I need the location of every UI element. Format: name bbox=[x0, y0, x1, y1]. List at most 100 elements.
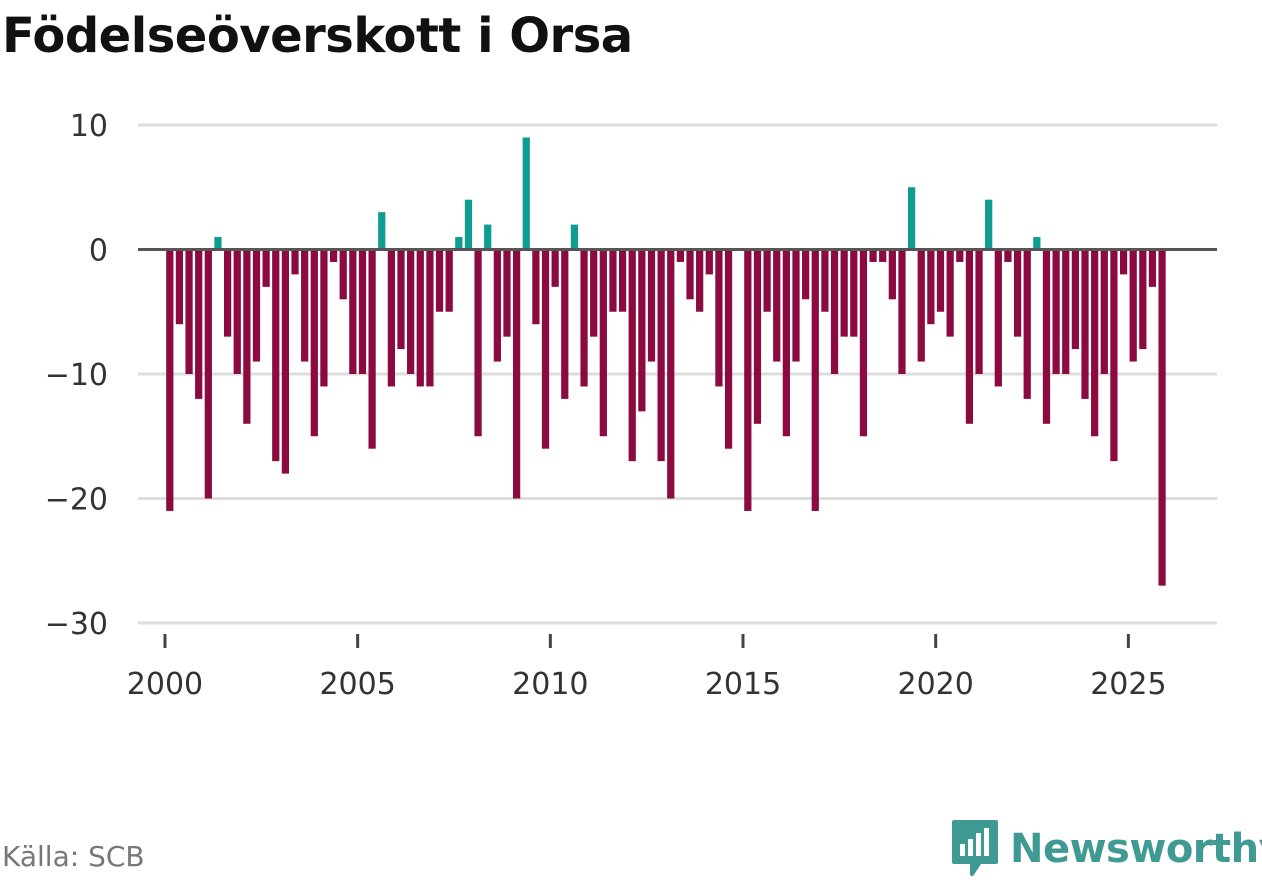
bar bbox=[185, 249, 193, 374]
x-tick-label: 2000 bbox=[127, 667, 203, 702]
bar-chart: 10 0 −10 −20 −30 2000 2005 2010 2015 2020 2025 bbox=[45, 109, 1217, 702]
bar bbox=[1100, 249, 1108, 374]
bar bbox=[397, 249, 405, 350]
bar bbox=[898, 249, 906, 374]
bar bbox=[378, 212, 386, 250]
bar bbox=[1013, 249, 1022, 337]
bar bbox=[368, 249, 376, 449]
bar bbox=[753, 249, 762, 424]
bar bbox=[715, 249, 723, 387]
bar bbox=[532, 249, 540, 325]
bar bbox=[570, 224, 579, 250]
x-tick-label: 2005 bbox=[319, 667, 395, 702]
bar bbox=[358, 249, 367, 374]
bar bbox=[1052, 249, 1060, 374]
bar bbox=[281, 249, 290, 474]
x-tick-label: 2010 bbox=[512, 667, 588, 702]
bar bbox=[1081, 249, 1089, 399]
bar bbox=[936, 249, 945, 312]
bar bbox=[821, 249, 829, 312]
bar bbox=[667, 249, 675, 499]
bar bbox=[599, 249, 607, 437]
bar bbox=[301, 249, 309, 362]
bar bbox=[1091, 249, 1099, 437]
bar bbox=[1119, 249, 1128, 275]
bar bbox=[474, 249, 482, 437]
bar bbox=[561, 249, 569, 399]
bar bbox=[686, 249, 694, 300]
bar bbox=[387, 249, 395, 387]
bar bbox=[638, 249, 646, 412]
bar bbox=[435, 249, 444, 312]
bar-chart-speech-bubble-icon bbox=[952, 820, 998, 876]
bar bbox=[223, 249, 232, 337]
bar bbox=[1071, 249, 1079, 350]
bar bbox=[859, 249, 868, 437]
bar bbox=[272, 249, 280, 462]
y-tick-label: −10 bbox=[45, 358, 108, 393]
bar bbox=[965, 249, 974, 424]
bar bbox=[609, 249, 617, 312]
bar bbox=[1033, 237, 1041, 250]
bar bbox=[917, 249, 925, 362]
bar bbox=[243, 249, 251, 424]
bar bbox=[214, 237, 222, 250]
bar bbox=[445, 249, 453, 312]
y-tick-label: 10 bbox=[70, 109, 108, 144]
bar bbox=[513, 249, 521, 499]
bar bbox=[927, 249, 935, 325]
bar bbox=[339, 249, 347, 300]
bar bbox=[349, 249, 357, 374]
bar bbox=[724, 249, 733, 449]
bar bbox=[1042, 249, 1051, 424]
bar bbox=[484, 224, 492, 250]
bar bbox=[455, 237, 463, 250]
bar bbox=[407, 249, 415, 374]
bar bbox=[744, 249, 752, 511]
bar bbox=[580, 249, 588, 387]
bar bbox=[464, 199, 473, 250]
bar bbox=[1139, 249, 1147, 350]
bar bbox=[956, 249, 964, 262]
bar bbox=[590, 249, 598, 337]
bar bbox=[696, 249, 704, 312]
bar bbox=[291, 249, 299, 275]
bar bbox=[233, 249, 241, 374]
brand-name: Newsworthy bbox=[1010, 826, 1262, 872]
bar bbox=[869, 249, 877, 262]
bar bbox=[204, 249, 212, 499]
x-axis: 2000 2005 2010 2015 2020 2025 bbox=[127, 621, 1217, 702]
bar bbox=[782, 249, 790, 437]
bar bbox=[840, 249, 848, 337]
bar bbox=[416, 249, 424, 387]
bar bbox=[551, 249, 559, 287]
bar bbox=[985, 199, 993, 250]
brand-logo[interactable]: Newsworthy bbox=[950, 818, 1262, 880]
x-tick-label: 2025 bbox=[1090, 667, 1166, 702]
bar bbox=[1023, 249, 1031, 399]
source-note: Källa: SCB bbox=[2, 840, 145, 873]
bar bbox=[830, 249, 839, 374]
x-tick-label: 2020 bbox=[898, 667, 974, 702]
bar bbox=[493, 249, 501, 362]
x-tick-label: 2015 bbox=[705, 667, 781, 702]
bar bbox=[252, 249, 261, 362]
bar bbox=[541, 249, 550, 449]
bar bbox=[262, 249, 270, 287]
bar bbox=[1004, 249, 1012, 262]
bar bbox=[802, 249, 810, 300]
bars bbox=[166, 137, 1166, 586]
bar bbox=[1062, 249, 1070, 374]
y-axis-labels: 10 0 −10 −20 −30 bbox=[45, 109, 108, 642]
bar bbox=[310, 249, 318, 437]
bar bbox=[676, 249, 685, 262]
bar bbox=[879, 249, 887, 262]
bar bbox=[628, 249, 636, 462]
bar bbox=[975, 249, 983, 374]
bar bbox=[503, 249, 511, 337]
bar bbox=[647, 249, 656, 362]
bar bbox=[705, 249, 713, 275]
bar bbox=[946, 249, 954, 337]
bar bbox=[792, 249, 800, 362]
y-tick-label: −30 bbox=[45, 607, 108, 642]
